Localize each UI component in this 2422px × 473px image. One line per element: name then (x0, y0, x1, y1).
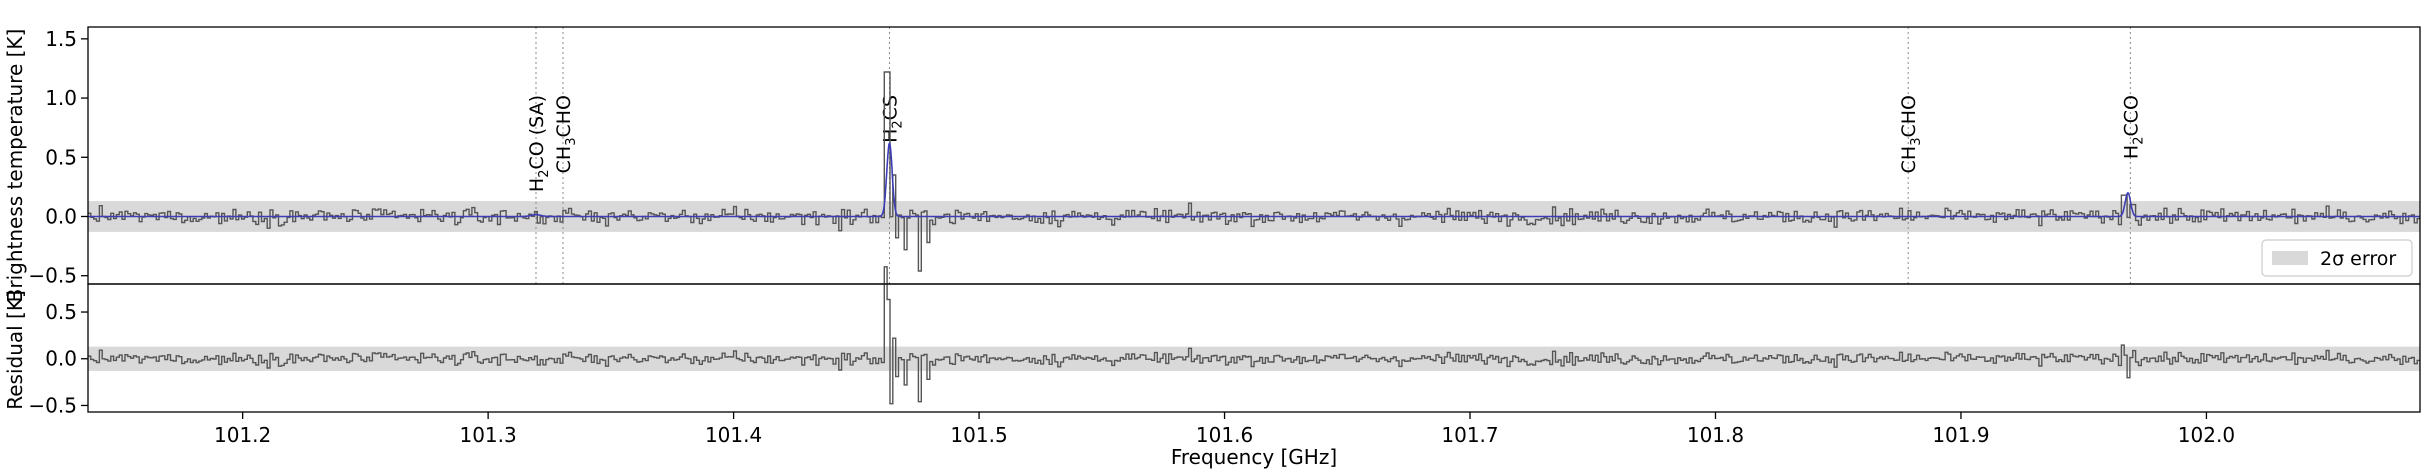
residual-plot-frame (87, 283, 2421, 413)
y-tick-label: 1.0 (45, 86, 77, 110)
y-tick-label: 0.0 (45, 347, 77, 371)
model-spectrum-line (88, 141, 2420, 218)
line-marker-label: H2CS (879, 95, 905, 143)
x-tick-label: 102.0 (2178, 423, 2235, 447)
residual-panel: 0.50.0−0.5 101.2 101.3 101.4 101.5 101.6 101.… (3, 266, 2421, 469)
line-marker-label: H2CO (SA) (526, 95, 552, 192)
y-tick-label: −0.5 (28, 264, 77, 288)
y-tick-label: −0.5 (28, 393, 77, 417)
observed-spectrum-line (88, 71, 2420, 272)
spectrum-y-ticks: 1.5 1.0 0.5 0.0 −0.5 (28, 27, 88, 288)
y-tick-label: 0.0 (45, 204, 77, 228)
x-tick-label: 101.7 (1441, 423, 1498, 447)
spectrum-y-axis-label: Brightness temperature [K] (3, 29, 27, 303)
y-tick-label: 1.5 (45, 27, 77, 51)
x-tick-label: 101.4 (705, 423, 762, 447)
legend-box (2261, 239, 2413, 277)
y-tick-label: 0.5 (45, 300, 77, 324)
frequency-x-axis-label: Frequency [GHz] (1171, 445, 1337, 469)
line-marker-label: H2CCO (2120, 95, 2146, 159)
y-tick-label: 0.5 (45, 145, 77, 169)
residual-y-axis-label: Residual [K] (3, 290, 27, 410)
line-marker-label: CH3CHO (553, 95, 579, 173)
x-tick-label: 101.6 (1196, 423, 1253, 447)
frequency-x-ticks: 101.2 101.3 101.4 101.5 101.6 101.7 101.8 101.9… (214, 412, 2235, 447)
x-tick-label: 101.9 (1932, 423, 1989, 447)
x-tick-label: 101.3 (459, 423, 516, 447)
legend-label-error: 2σ error (2320, 248, 2396, 270)
residual-y-ticks: 0.5 0.0 −0.5 (28, 300, 88, 417)
spectrum-plot-frame (87, 26, 2421, 285)
legend: 2σ error (2261, 239, 2413, 277)
x-tick-label: 101.5 (950, 423, 1007, 447)
line-marker-label: CH3CHO (1898, 95, 1924, 173)
x-tick-label: 101.2 (214, 423, 271, 447)
x-tick-label: 101.8 (1687, 423, 1744, 447)
residual-line (88, 266, 2420, 405)
legend-swatch-error-band (2272, 251, 2308, 265)
